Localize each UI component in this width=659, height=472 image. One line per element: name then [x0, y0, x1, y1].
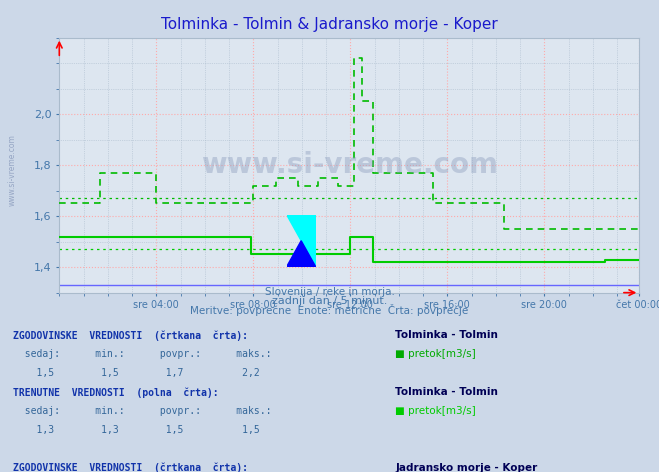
Text: Tolminka - Tolmin: Tolminka - Tolmin [395, 330, 498, 340]
Text: Slovenija / reke in morja.: Slovenija / reke in morja. [264, 287, 395, 297]
Text: www.si-vreme.com: www.si-vreme.com [8, 134, 17, 206]
Text: sedaj:      min.:      povpr.:      maks.:: sedaj: min.: povpr.: maks.: [13, 406, 272, 416]
Text: Jadransko morje - Koper: Jadransko morje - Koper [395, 463, 538, 472]
Text: www.si-vreme.com: www.si-vreme.com [201, 151, 498, 179]
Text: ■ pretok[m3/s]: ■ pretok[m3/s] [395, 406, 476, 416]
Text: TRENUTNE  VREDNOSTI  (polna  črta):: TRENUTNE VREDNOSTI (polna črta): [13, 387, 219, 397]
Text: Tolminka - Tolmin & Jadransko morje - Koper: Tolminka - Tolmin & Jadransko morje - Ko… [161, 17, 498, 32]
Text: ZGODOVINSKE  VREDNOSTI  (črtkana  črta):: ZGODOVINSKE VREDNOSTI (črtkana črta): [13, 330, 248, 341]
Text: ■ pretok[m3/s]: ■ pretok[m3/s] [395, 349, 476, 359]
Text: sedaj:      min.:      povpr.:      maks.:: sedaj: min.: povpr.: maks.: [13, 349, 272, 359]
Text: Meritve: povprečne  Enote: metrične  Črta: povprečje: Meritve: povprečne Enote: metrične Črta:… [190, 304, 469, 316]
Polygon shape [287, 215, 316, 267]
Text: zadnji dan / 5 minut.: zadnji dan / 5 minut. [272, 296, 387, 306]
Text: 1,3        1,3        1,5          1,5: 1,3 1,3 1,5 1,5 [13, 425, 260, 435]
Polygon shape [287, 241, 316, 267]
Text: Tolminka - Tolmin: Tolminka - Tolmin [395, 387, 498, 397]
Text: 1,5        1,5        1,7          2,2: 1,5 1,5 1,7 2,2 [13, 368, 260, 378]
Text: ZGODOVINSKE  VREDNOSTI  (črtkana  črta):: ZGODOVINSKE VREDNOSTI (črtkana črta): [13, 463, 248, 472]
